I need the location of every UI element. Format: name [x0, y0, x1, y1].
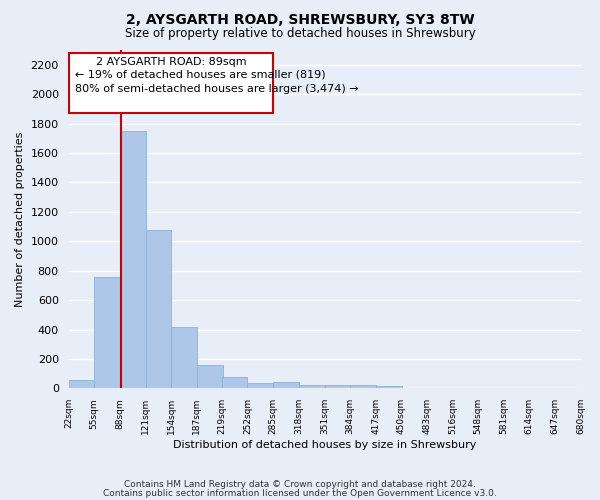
Bar	[299, 386, 325, 388]
Bar	[197, 365, 223, 388]
Bar	[146, 230, 171, 388]
Text: Contains HM Land Registry data © Crown copyright and database right 2024.: Contains HM Land Registry data © Crown c…	[124, 480, 476, 489]
Bar	[94, 276, 120, 388]
Bar	[350, 386, 376, 388]
Bar	[68, 380, 94, 388]
Bar	[376, 386, 401, 388]
Bar	[120, 131, 146, 388]
Text: 80% of semi-detached houses are larger (3,474) →: 80% of semi-detached houses are larger (…	[75, 84, 358, 94]
Bar	[273, 382, 299, 388]
Bar	[222, 376, 247, 388]
Text: 2 AYSGARTH ROAD: 89sqm: 2 AYSGARTH ROAD: 89sqm	[95, 58, 246, 68]
Text: Contains public sector information licensed under the Open Government Licence v3: Contains public sector information licen…	[103, 490, 497, 498]
Text: Size of property relative to detached houses in Shrewsbury: Size of property relative to detached ho…	[125, 28, 475, 40]
Bar	[68, 53, 273, 114]
Text: 2, AYSGARTH ROAD, SHREWSBURY, SY3 8TW: 2, AYSGARTH ROAD, SHREWSBURY, SY3 8TW	[125, 12, 475, 26]
Bar	[247, 383, 273, 388]
Bar	[171, 326, 197, 388]
Y-axis label: Number of detached properties: Number of detached properties	[15, 132, 25, 307]
Text: ← 19% of detached houses are smaller (819): ← 19% of detached houses are smaller (81…	[75, 69, 325, 79]
X-axis label: Distribution of detached houses by size in Shrewsbury: Distribution of detached houses by size …	[173, 440, 476, 450]
Bar	[325, 384, 350, 388]
